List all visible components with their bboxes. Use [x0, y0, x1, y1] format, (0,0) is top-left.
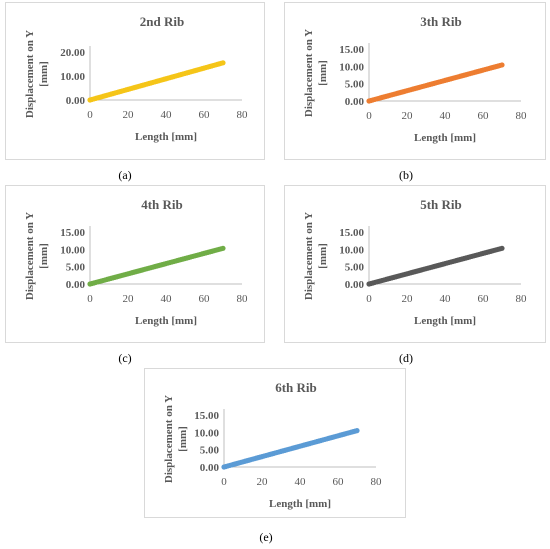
x-tick-label: 0	[366, 293, 372, 305]
y-tick-label: 10.00	[60, 71, 85, 83]
x-tick-label: 20	[123, 109, 135, 121]
y-tick-label: 0.00	[66, 279, 86, 291]
x-tick-label: 40	[440, 293, 452, 305]
chart-panel-3: 4th Rib 0.00 5.00 10.00 15.00 0 20 40 60 80 Length…	[5, 185, 265, 343]
subfigure-label: (c)	[118, 351, 132, 365]
chart-frame	[5, 185, 265, 343]
x-tick-label: 60	[333, 476, 345, 488]
y-tick-label: 10.00	[339, 61, 364, 73]
x-tick-label: 0	[221, 476, 227, 488]
y-tick-label: 15.00	[339, 44, 364, 56]
y-tick-label: 0.00	[200, 462, 220, 474]
x-tick-label: 0	[87, 109, 93, 121]
data-point	[220, 245, 226, 251]
chart-svg: 3th Rib 0.00 5.00 10.00 15.00 0 20 40 60 80 Length…	[303, 14, 528, 144]
chart-svg: 6th Rib 0.00 5.00 10.00 15.00 0 20 40 60 80 Length…	[163, 380, 383, 510]
y-tick-label: 20.00	[60, 47, 85, 59]
y-axis-title: Displacement on Y [mm]	[163, 395, 189, 483]
y-tick-label: 0.00	[66, 95, 86, 107]
y-tick-label: 5.00	[200, 445, 220, 457]
x-tick-label: 60	[478, 110, 490, 122]
chart-panel-1: 2nd Rib 0.00 10.00 20.00 0 20 40 60 80 Length [mm…	[5, 2, 265, 160]
chart-svg: 4th Rib 0.00 5.00 10.00 15.00 0 20 40 60 80 Length…	[24, 197, 249, 327]
data-point	[499, 245, 505, 251]
x-axis-title: Length [mm]	[135, 131, 197, 143]
data-series	[366, 62, 505, 104]
y-tick-label: 0.00	[345, 96, 365, 108]
y-tick-label: 0.00	[345, 279, 365, 291]
y-tick-label: 10.00	[60, 244, 85, 256]
chart-frame	[284, 185, 546, 343]
data-series	[366, 245, 505, 287]
x-tick-label: 80	[516, 110, 528, 122]
x-tick-label: 60	[478, 293, 490, 305]
y-axis-title: Displacement on Y [mm]	[24, 212, 50, 300]
x-tick-label: 0	[366, 110, 372, 122]
data-point	[220, 60, 226, 66]
chart-frame	[284, 2, 546, 160]
x-tick-label: 80	[237, 293, 249, 305]
chart-svg: 5th Rib 0.00 5.00 10.00 15.00 0 20 40 60 80 Length…	[303, 197, 528, 327]
y-tick-label: 15.00	[339, 227, 364, 239]
chart-title: 3th Rib	[420, 14, 462, 29]
x-axis-title: Length [mm]	[414, 132, 476, 144]
x-tick-label: 40	[161, 109, 173, 121]
y-tick-label: 5.00	[345, 262, 365, 274]
x-axis-title: Length [mm]	[269, 498, 331, 510]
subfigure-label: (e)	[259, 530, 273, 544]
data-point	[354, 428, 360, 434]
x-tick-label: 40	[295, 476, 307, 488]
y-axis-title: Displacement on Y [mm]	[303, 212, 329, 300]
y-tick-label: 5.00	[66, 262, 86, 274]
chart-title: 6th Rib	[275, 380, 317, 395]
chart-title: 5th Rib	[420, 197, 462, 212]
x-tick-label: 60	[199, 293, 211, 305]
y-tick-label: 15.00	[60, 227, 85, 239]
data-point	[499, 62, 505, 68]
subfigure-label: (a)	[118, 168, 132, 182]
y-tick-label: 15.00	[194, 410, 219, 422]
y-tick-label: 5.00	[345, 79, 365, 91]
chart-title: 4th Rib	[141, 197, 183, 212]
x-tick-label: 20	[402, 110, 414, 122]
y-tick-label: 10.00	[194, 427, 219, 439]
x-axis-title: Length [mm]	[414, 315, 476, 327]
x-tick-label: 60	[199, 109, 211, 121]
x-tick-label: 80	[371, 476, 383, 488]
x-tick-label: 40	[161, 293, 173, 305]
chart-panel-5: 6th Rib 0.00 5.00 10.00 15.00 0 20 40 60 80 Length…	[144, 368, 406, 518]
x-tick-label: 20	[257, 476, 269, 488]
y-tick-label: 10.00	[339, 244, 364, 256]
x-tick-label: 40	[440, 110, 452, 122]
x-tick-label: 0	[87, 293, 93, 305]
y-axis-title: Displacement on Y [mm]	[24, 30, 50, 118]
x-tick-label: 80	[516, 293, 528, 305]
x-tick-label: 20	[402, 293, 414, 305]
chart-panel-2: 3th Rib 0.00 5.00 10.00 15.00 0 20 40 60 80 Length…	[284, 2, 546, 160]
chart-frame	[5, 2, 265, 160]
data-series	[87, 245, 226, 287]
chart-title: 2nd Rib	[140, 14, 184, 29]
chart-panel-4: 5th Rib 0.00 5.00 10.00 15.00 0 20 40 60 80 Length…	[284, 185, 546, 343]
data-series	[87, 60, 226, 103]
x-axis-title: Length [mm]	[135, 315, 197, 327]
chart-svg: 2nd Rib 0.00 10.00 20.00 0 20 40 60 80 Length [mm…	[24, 14, 249, 143]
subfigure-label: (b)	[399, 168, 413, 182]
data-series	[221, 428, 360, 470]
subfigure-label: (d)	[399, 351, 413, 365]
chart-frame	[144, 368, 406, 518]
x-tick-label: 80	[237, 109, 249, 121]
x-tick-label: 20	[123, 293, 135, 305]
y-axis-title: Displacement on Y [mm]	[303, 29, 329, 117]
